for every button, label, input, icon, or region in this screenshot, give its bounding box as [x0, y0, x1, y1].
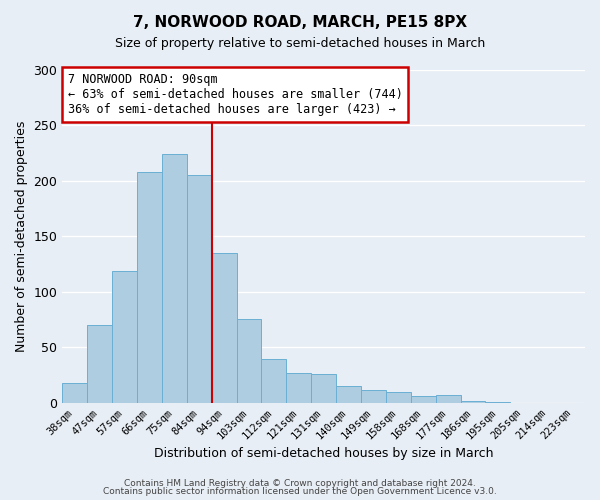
Bar	[162, 154, 187, 403]
Bar	[361, 390, 386, 403]
Text: 7 NORWOOD ROAD: 90sqm
← 63% of semi-detached houses are smaller (744)
36% of sem: 7 NORWOOD ROAD: 90sqm ← 63% of semi-deta…	[68, 74, 403, 116]
Bar	[236, 318, 262, 403]
Text: Contains HM Land Registry data © Crown copyright and database right 2024.: Contains HM Land Registry data © Crown c…	[124, 478, 476, 488]
Bar	[436, 395, 461, 403]
Bar	[336, 386, 361, 403]
Bar	[212, 253, 236, 403]
Text: Size of property relative to semi-detached houses in March: Size of property relative to semi-detach…	[115, 38, 485, 51]
Bar	[311, 374, 336, 403]
Bar	[485, 402, 511, 403]
Bar	[137, 172, 162, 403]
Bar	[262, 358, 286, 403]
Text: Contains public sector information licensed under the Open Government Licence v3: Contains public sector information licen…	[103, 487, 497, 496]
Bar	[386, 392, 411, 403]
Bar	[187, 176, 212, 403]
Text: 7, NORWOOD ROAD, MARCH, PE15 8PX: 7, NORWOOD ROAD, MARCH, PE15 8PX	[133, 15, 467, 30]
Bar	[112, 271, 137, 403]
X-axis label: Distribution of semi-detached houses by size in March: Distribution of semi-detached houses by …	[154, 447, 493, 460]
Bar	[87, 326, 112, 403]
Bar	[62, 383, 87, 403]
Bar	[411, 396, 436, 403]
Bar	[461, 401, 485, 403]
Y-axis label: Number of semi-detached properties: Number of semi-detached properties	[15, 121, 28, 352]
Bar	[286, 373, 311, 403]
